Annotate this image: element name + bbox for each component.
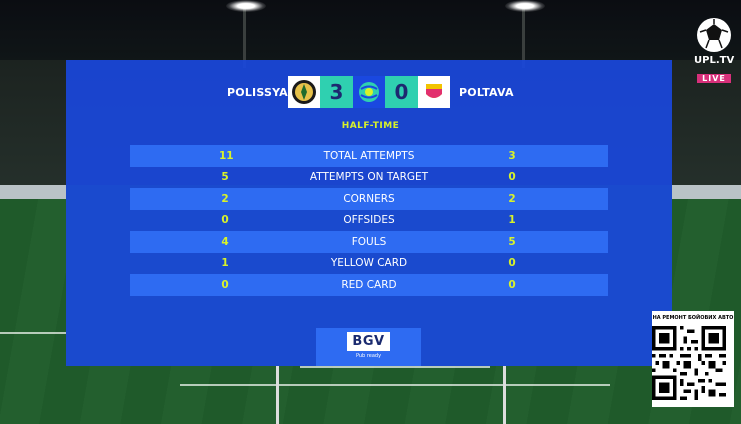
goal-post-right bbox=[503, 366, 506, 424]
stat-label: TOTAL ATTEMPTS bbox=[323, 149, 415, 162]
stat-row: 0 RED CARD 0 bbox=[130, 274, 608, 296]
floodlight-pole-right bbox=[522, 8, 525, 68]
stat-away-value: 0 bbox=[508, 257, 516, 270]
penalty-box-line bbox=[180, 384, 610, 386]
ad-board-right bbox=[672, 185, 741, 199]
stat-row: 0 OFFSIDES 1 bbox=[130, 210, 608, 232]
stat-label: OFFSIDES bbox=[343, 214, 395, 227]
poltava-crest-icon bbox=[426, 84, 442, 98]
league-ball-icon bbox=[359, 82, 379, 102]
stat-label: CORNERS bbox=[343, 192, 395, 205]
sponsor-banner: BGV Pub ready bbox=[316, 328, 421, 366]
league-logo-cell bbox=[353, 76, 385, 108]
broadcaster-name: UPL.TV bbox=[694, 55, 735, 66]
stat-label: ATTEMPTS ON TARGET bbox=[309, 171, 429, 184]
qr-code-icon bbox=[652, 326, 726, 400]
stat-away-value: 0 bbox=[508, 278, 516, 291]
stat-home-value: 0 bbox=[221, 214, 229, 227]
upl-ball-icon bbox=[697, 18, 731, 52]
scoreboard: 3 0 bbox=[288, 76, 450, 108]
stat-away-value: 1 bbox=[508, 214, 516, 227]
stat-row: 1 YELLOW CARD 0 bbox=[130, 253, 608, 275]
qr-caption: НА РЕМОНТ БОЙОВИХ АВТО bbox=[652, 315, 734, 321]
match-phase: HALF-TIME bbox=[341, 121, 400, 131]
stat-row: 5 ATTEMPTS ON TARGET 0 bbox=[130, 167, 608, 189]
stat-row: 11 TOTAL ATTEMPTS 3 bbox=[130, 145, 608, 167]
stat-label: YELLOW CARD bbox=[330, 257, 408, 270]
qr-code-panel: НА РЕМОНТ БОЙОВИХ АВТО bbox=[652, 311, 734, 407]
stat-away-value: 5 bbox=[508, 235, 516, 248]
away-score: 0 bbox=[394, 80, 409, 104]
stat-home-value: 2 bbox=[221, 192, 229, 205]
stat-home-value: 4 bbox=[221, 235, 229, 248]
stat-home-value: 1 bbox=[221, 257, 229, 270]
stat-home-value: 11 bbox=[219, 149, 234, 162]
home-team-crest bbox=[288, 76, 320, 108]
sponsor-logo: BGV bbox=[347, 332, 390, 351]
stat-label: RED CARD bbox=[341, 278, 397, 291]
stat-label: FOULS bbox=[351, 235, 387, 248]
pitch-line bbox=[0, 332, 66, 334]
home-team-name: POLISSYA bbox=[227, 86, 288, 99]
goal-area-line bbox=[300, 366, 490, 368]
stats-panel bbox=[66, 60, 672, 366]
stat-home-value: 0 bbox=[221, 278, 229, 291]
stat-home-value: 5 bbox=[221, 171, 229, 184]
away-team-name: POLTAVA bbox=[459, 86, 514, 99]
goal-post-left bbox=[276, 366, 279, 424]
floodlight-right bbox=[505, 0, 545, 12]
floodlight-pole-left bbox=[243, 8, 246, 68]
broadcaster-logo: UPL.TV LIVE bbox=[694, 18, 734, 85]
stat-away-value: 0 bbox=[508, 171, 516, 184]
floodlight-left bbox=[226, 0, 266, 12]
sponsor-tagline: Pub ready bbox=[355, 353, 382, 359]
stat-away-value: 3 bbox=[508, 149, 516, 162]
home-score: 3 bbox=[329, 80, 344, 104]
stats-table: 11 TOTAL ATTEMPTS 3 5 ATTEMPTS ON TARGET… bbox=[130, 145, 608, 296]
live-badge: LIVE bbox=[697, 74, 731, 83]
ad-board-left bbox=[0, 185, 66, 199]
home-score-cell: 3 bbox=[320, 76, 353, 108]
polissya-crest-icon bbox=[292, 80, 316, 104]
stat-row: 4 FOULS 5 bbox=[130, 231, 608, 253]
stat-row: 2 CORNERS 2 bbox=[130, 188, 608, 210]
stat-away-value: 2 bbox=[508, 192, 516, 205]
away-score-cell: 0 bbox=[385, 76, 418, 108]
away-team-crest bbox=[418, 76, 450, 108]
